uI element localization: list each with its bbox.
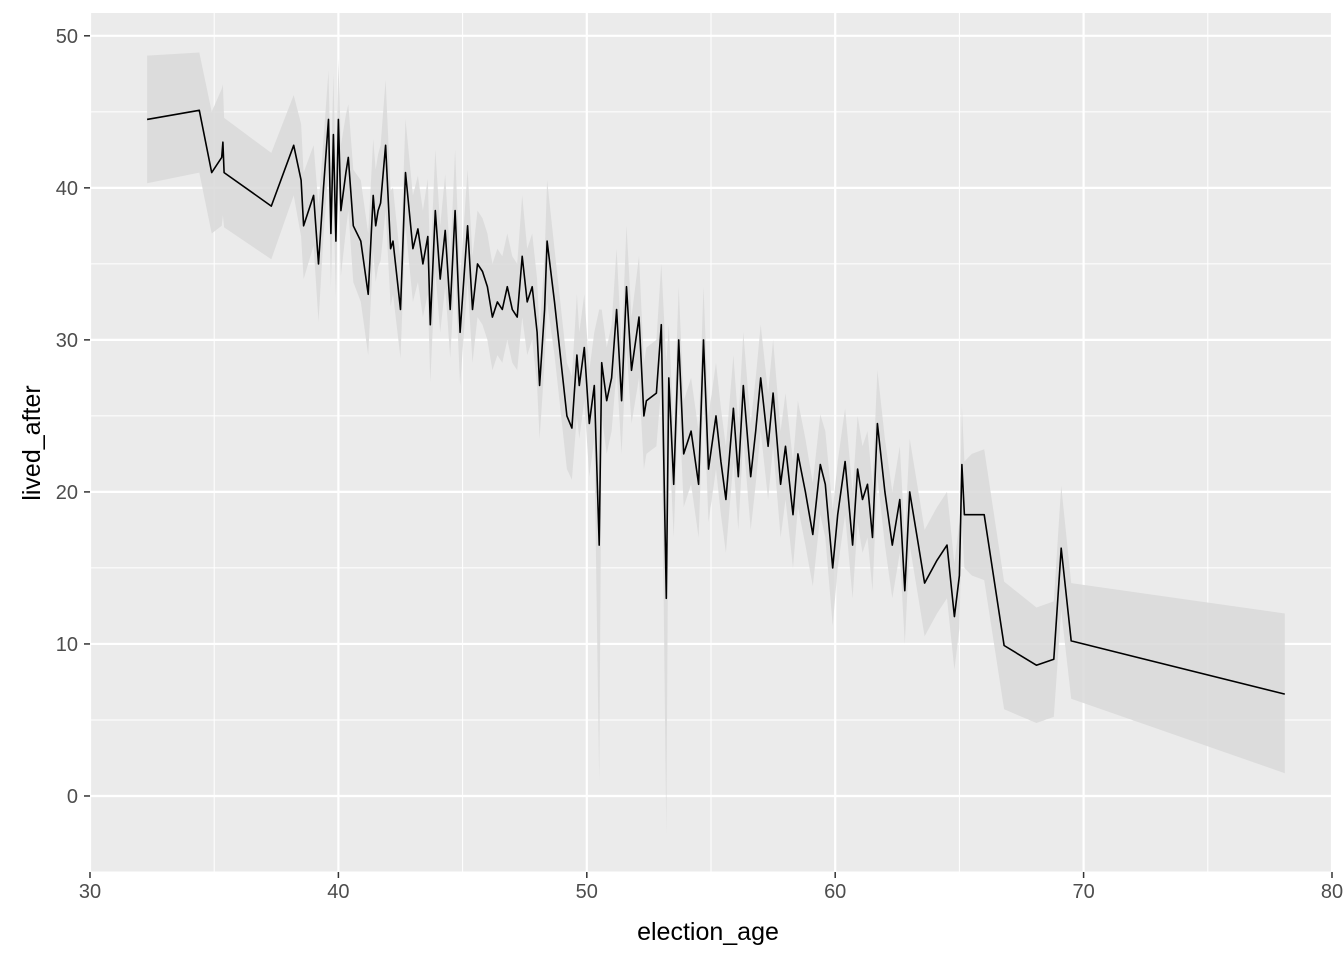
- confidence-band: [147, 52, 1285, 834]
- x-tick-label: 60: [824, 881, 846, 903]
- y-axis: 0 10 20 30 40 50: [56, 26, 90, 808]
- y-tick-label: 30: [56, 330, 78, 352]
- y-tick-label: 50: [56, 26, 78, 48]
- x-tick-label: 70: [1072, 881, 1094, 903]
- x-tick-label: 80: [1321, 881, 1343, 903]
- y-tick-label: 10: [56, 634, 78, 656]
- x-tick-label: 50: [576, 881, 598, 903]
- x-tick-label: 40: [327, 881, 349, 903]
- x-tick-label: 30: [79, 881, 101, 903]
- x-axis-title: election_age: [637, 918, 779, 946]
- y-tick-label: 40: [56, 178, 78, 200]
- x-axis: 30 40 50 60 70 80: [79, 872, 1343, 903]
- y-axis-title: lived_after: [18, 385, 46, 500]
- series-line: [146, 109, 1285, 695]
- y-tick-label: 0: [67, 786, 78, 808]
- y-tick-label: 20: [56, 482, 78, 504]
